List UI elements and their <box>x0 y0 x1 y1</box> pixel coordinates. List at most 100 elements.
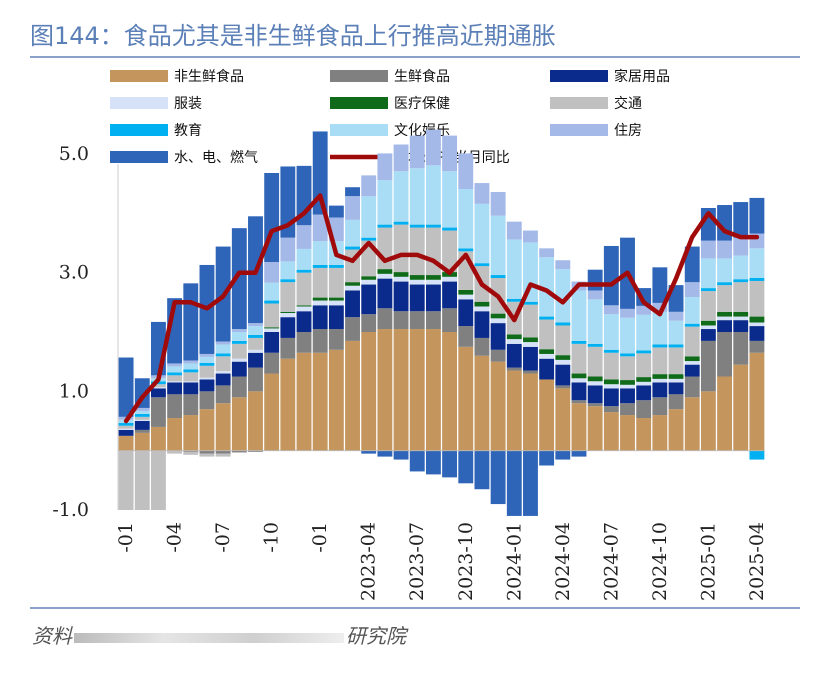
bar-segment <box>700 340 716 392</box>
bar-segment <box>377 153 393 181</box>
bar-segment <box>328 329 344 350</box>
bar-segment <box>264 352 280 374</box>
bar-segment <box>652 347 668 375</box>
bar-segment <box>458 346 474 451</box>
bar-segment-negative <box>134 450 150 510</box>
bar-segment <box>474 311 490 338</box>
bar-segment <box>523 373 538 451</box>
bar-segment <box>555 260 571 270</box>
bar-segment-negative <box>215 453 231 457</box>
bar-segment <box>409 329 425 451</box>
bar-segment <box>361 175 377 197</box>
bar-segment <box>215 371 231 374</box>
bar-segment <box>442 281 458 309</box>
legend-swatch <box>110 70 168 82</box>
x-tick-label: 2024-07 <box>600 522 622 601</box>
bar-segment <box>490 318 506 324</box>
bar-segment <box>183 382 199 395</box>
bar-segment <box>215 353 231 357</box>
bar-segment <box>377 273 393 279</box>
bar-segment <box>700 329 716 341</box>
legend-swatch <box>550 124 608 136</box>
bar-segment <box>684 356 700 362</box>
bar-segment <box>587 346 603 377</box>
bar-segment <box>571 290 587 341</box>
bar-segment <box>717 320 733 332</box>
bar-segment <box>328 205 344 218</box>
bar-segment <box>280 261 296 280</box>
bar-segment <box>231 329 247 332</box>
legend-swatch <box>550 97 608 109</box>
bar-segment <box>587 381 603 386</box>
bar-segment <box>377 278 393 309</box>
bar-segment <box>393 171 409 222</box>
bar-segment-negative <box>167 450 183 454</box>
bar-segment <box>199 353 215 357</box>
bar-segment <box>183 363 199 370</box>
bar-segment <box>668 347 684 375</box>
bar-segment <box>700 288 716 292</box>
bar-segment <box>668 374 684 379</box>
bar-segment <box>684 282 700 297</box>
bar-segment <box>345 187 360 197</box>
bar-segment <box>474 263 490 267</box>
top-rule <box>30 56 800 58</box>
bar-segment <box>555 355 571 360</box>
bar-segment-negative <box>749 450 765 460</box>
bar-segment <box>248 326 263 335</box>
bar-segment <box>231 361 247 377</box>
bar-segment <box>636 350 652 354</box>
bar-segment <box>393 329 409 451</box>
x-tick-label: 2023-07 <box>406 522 428 601</box>
bar-segment <box>167 418 183 451</box>
legend-swatch <box>330 70 388 82</box>
bar-segment <box>652 311 668 345</box>
bar-segment <box>199 391 215 410</box>
bar-segment <box>490 361 506 451</box>
bar-segment <box>296 311 312 332</box>
bar-segment <box>248 349 263 353</box>
bar-segment <box>150 384 166 388</box>
bar-segment <box>345 196 360 220</box>
bar-segment <box>523 370 538 374</box>
bar-segment <box>555 269 571 323</box>
x-tick-label: 2024-04 <box>552 522 574 601</box>
bar-segment <box>393 144 409 172</box>
bar-segment <box>280 358 296 451</box>
legend-swatch <box>110 151 168 163</box>
bar-segment <box>603 379 619 385</box>
bar-segment <box>603 388 619 407</box>
bar-segment <box>296 305 312 307</box>
bar-segment <box>700 325 716 330</box>
bar-segment <box>717 285 733 312</box>
bar-segment <box>393 272 409 277</box>
bar-segment <box>474 306 490 312</box>
bar-segment <box>199 365 215 378</box>
bar-segment <box>652 415 668 451</box>
bar-segment <box>474 355 490 451</box>
bar-segment <box>409 168 425 225</box>
bar-segment <box>328 300 344 306</box>
bar-segment <box>733 282 749 312</box>
bar-segment <box>345 246 360 250</box>
bar-segment <box>571 373 587 379</box>
bar-segment <box>733 332 749 365</box>
bar-segment <box>603 314 619 350</box>
bar-segment <box>668 394 684 410</box>
bar-segment <box>749 278 765 281</box>
bar-segment <box>183 369 199 373</box>
bar-segment <box>312 131 328 215</box>
bar-segment <box>393 311 409 330</box>
bar-segment <box>652 397 668 416</box>
bar-segment <box>539 316 555 320</box>
bar-segment-negative <box>377 450 393 457</box>
x-tick-label: -07 <box>212 522 234 553</box>
bar-segment <box>620 403 635 416</box>
bar-segment <box>280 237 296 262</box>
bar-segment <box>442 276 458 282</box>
bar-segment <box>134 416 150 420</box>
bar-segment <box>345 285 360 291</box>
bar-segment <box>393 276 409 282</box>
bar-segment <box>248 352 263 368</box>
